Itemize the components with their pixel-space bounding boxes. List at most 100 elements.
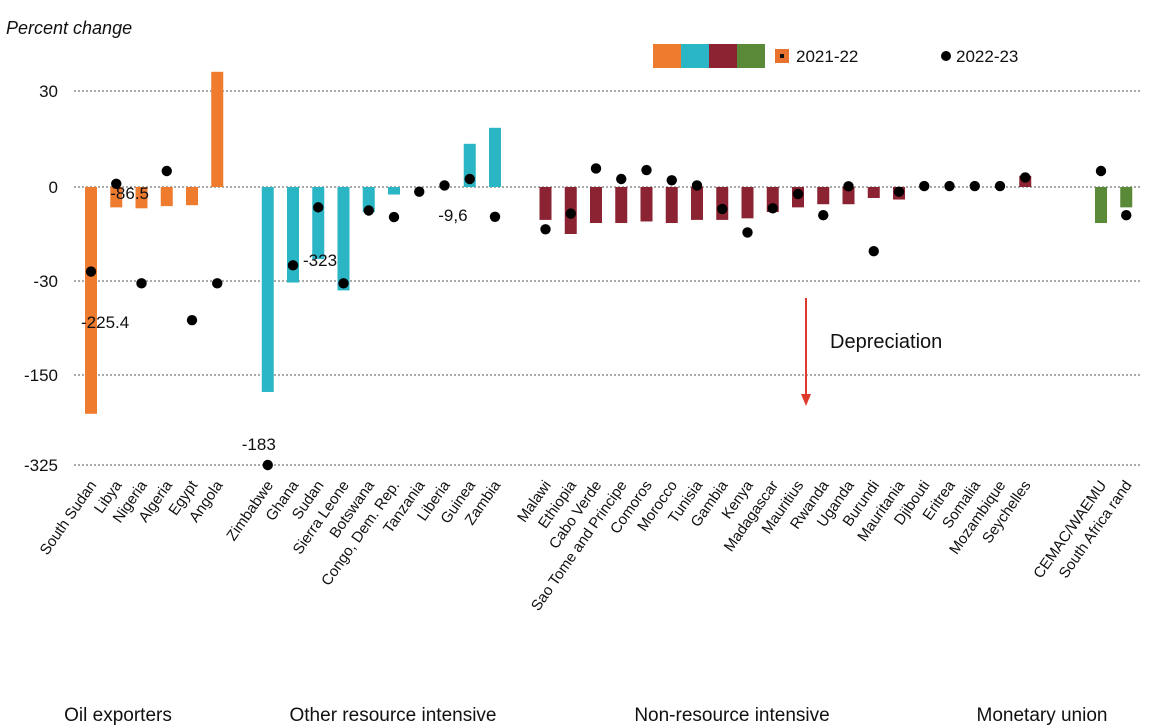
bar-algeria [160,187,173,207]
dot-congo-dem-rep- [388,211,400,223]
dot-egypt [186,314,198,326]
legend-label-2022-23: 2022-23 [956,47,1018,66]
dot-uganda [843,181,854,192]
data-label: -9,6 [438,206,467,225]
dot-nigeria [136,278,147,289]
bar-rwanda [817,187,830,205]
gridlines [74,90,1140,466]
y-tick-label: -30 [33,272,58,291]
dot-mauritius [792,188,804,200]
legend-bar-marker-dot [780,54,784,58]
depreciation-annotation: Depreciation [801,298,942,406]
dot-djibouti [919,180,930,192]
bar-egypt [186,187,198,206]
dot-kenya [742,227,753,238]
bar-botswana [362,187,375,213]
dot-morocco [666,175,677,186]
bar-gambia [716,187,729,220]
y-tick-labels: 30 0 -30 -150 -325 [24,82,58,475]
bar-ghana [287,187,299,283]
bar-malawi [539,187,552,220]
dot-mozambique [994,180,1006,192]
legend-swatch-teal [681,44,709,68]
bar-sudan [312,187,325,260]
data-labels: -225.4 -86.5 -183 -323 -9,6 [81,184,468,454]
legend-dot-marker [941,51,951,61]
bar-kenya [741,187,754,219]
dot-malawi [540,224,551,235]
dot-botswana [363,205,374,216]
category-label: South Sudan [37,478,101,559]
group-label: Oil exporters [64,705,172,726]
category-labels: South SudanLibyaNigeriaAlgeriaEgyptAngol… [37,477,1136,614]
legend-swatch-orange [653,44,681,68]
bar-cemac-waemu [1095,187,1107,224]
group-labels: Oil exporters Other resource intensive Non… [64,705,1107,726]
bar-libya [110,187,123,208]
group-label: Monetary union [977,705,1108,726]
y-tick-label: -150 [24,366,58,385]
dot-eritrea [944,180,955,192]
data-label: -323 [303,251,337,270]
bar-burundi [867,187,880,198]
bar-cabo-verde [590,187,602,224]
dot-burundi [868,246,879,257]
dot-tanzania [414,186,425,197]
dots [85,163,1132,471]
dot-guinea [464,173,475,185]
depreciation-arrowhead [801,394,811,406]
dot-liberia [439,180,450,191]
dot-tunisia [691,180,703,191]
dot-gambia [717,203,728,215]
y-tick-label: -325 [24,456,58,475]
bar-zambia [489,127,501,187]
dot-algeria [161,165,172,177]
depreciation-label: Depreciation [830,331,942,353]
group-label: Non-resource intensive [634,705,829,726]
bar-south-sudan [85,187,97,414]
data-label: -86.5 [110,184,149,203]
dot-zimbabwe [262,459,273,471]
bar-sao-tome-and-principe [615,187,628,224]
dot-ethiopia [565,208,576,219]
dot-comoros [641,164,652,176]
dot-sudan [313,202,324,213]
dot-south-sudan [85,266,97,277]
dot-angola [212,278,223,289]
bar-morocco [665,187,678,224]
bar-congo-dem-rep- [388,187,400,195]
dot-cabo-verde [590,163,602,174]
dot-cemac-waemu [1095,165,1107,177]
dot-libya [111,178,122,189]
dot-seychelles [1020,172,1031,183]
dot-ghana [287,260,299,271]
group-label: Other resource intensive [290,705,497,726]
legend-label-2021-22: 2021-22 [796,47,858,66]
legend-swatch-maroon [709,44,737,68]
dot-south-africa-rand [1121,210,1132,221]
y-tick-label: 30 [39,82,58,101]
data-label: -183 [242,435,276,454]
dot-sierra-leone [338,278,349,289]
bar-zimbabwe [261,187,274,392]
bar-south-africa-rand [1120,187,1133,208]
bar-sierra-leone [337,187,350,291]
bar-tunisia [691,187,703,220]
dot-sao-tome-and-principe [616,173,627,185]
bar-angola [211,71,224,187]
bar-uganda [842,187,855,205]
dot-rwanda [818,210,829,221]
bar-comoros [640,187,653,222]
bar-nigeria [135,187,148,209]
legend-swatch-green [737,44,765,68]
dot-madagascar [767,203,778,214]
y-tick-label: 0 [49,178,58,197]
dot-mauritania [893,186,905,197]
data-label: -225.4 [81,313,129,332]
dot-somalia [969,180,980,192]
dot-zambia [489,211,501,222]
y-axis-label: Percent change [6,18,132,38]
legend: 2021-22 2022-23 [653,44,1018,68]
bars [85,71,1133,414]
